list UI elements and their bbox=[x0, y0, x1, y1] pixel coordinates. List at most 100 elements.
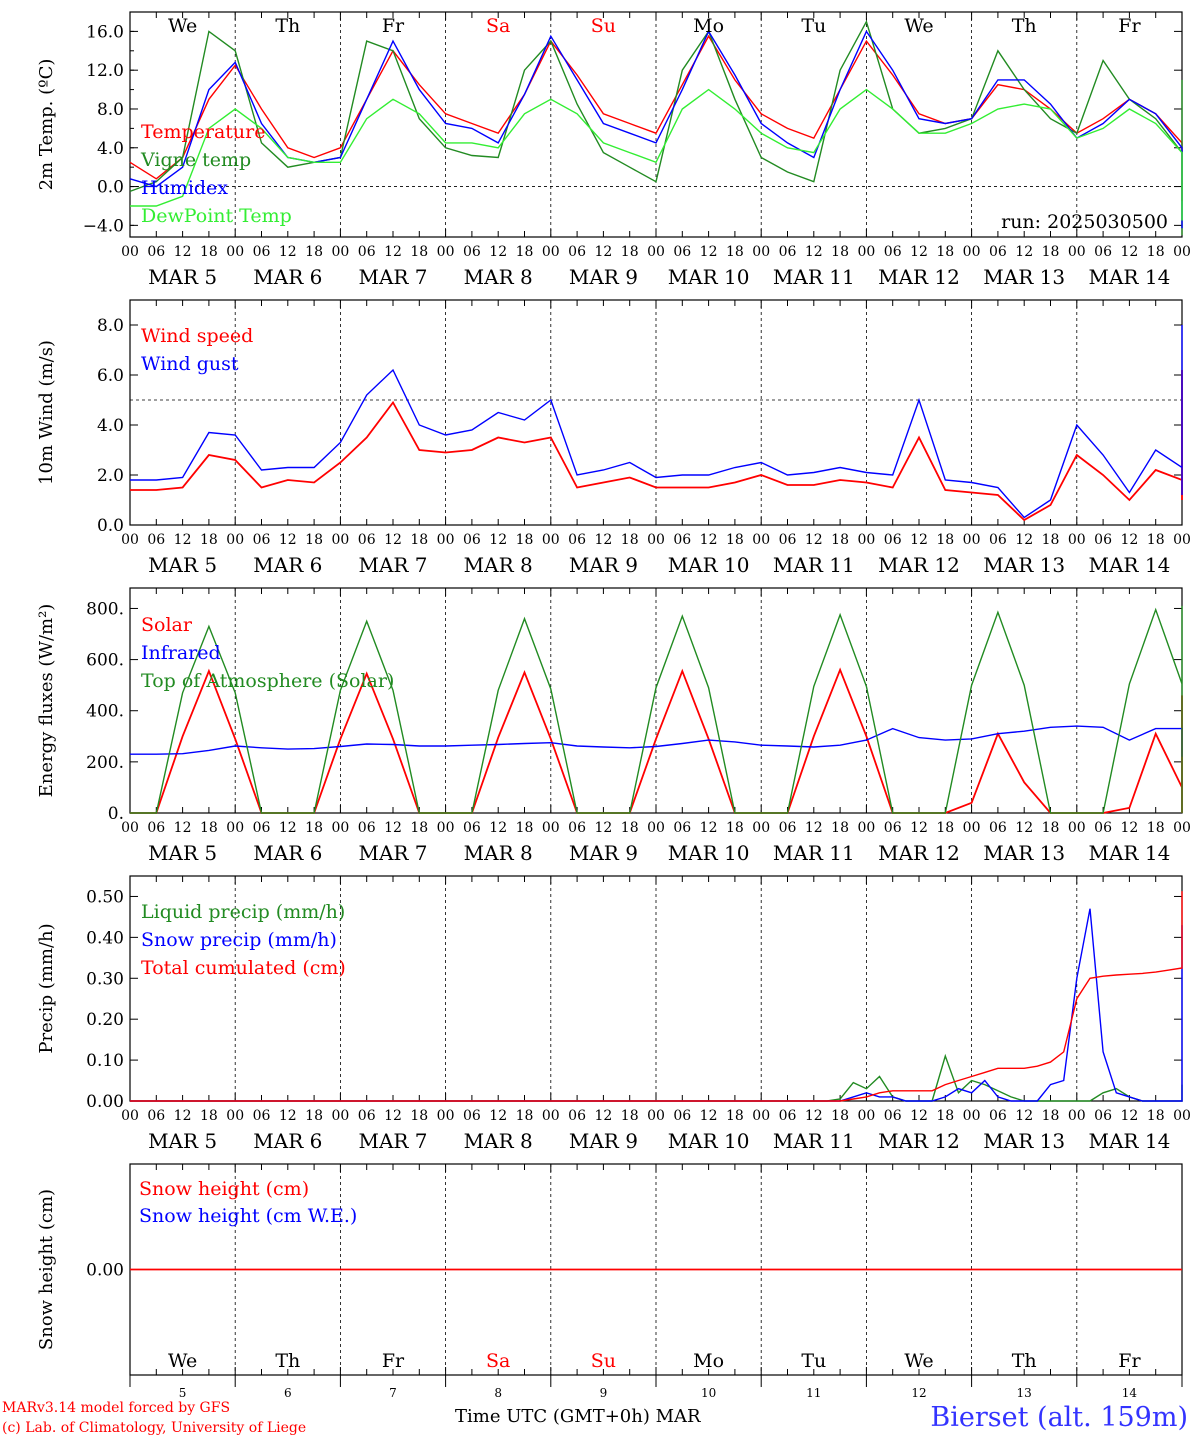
date-label: MAR 13 bbox=[983, 841, 1065, 865]
hour-label: 12 bbox=[1120, 532, 1138, 548]
hour-label: 06 bbox=[884, 244, 902, 260]
day-of-week-label: Sa bbox=[486, 15, 510, 37]
date-label: MAR 11 bbox=[773, 265, 855, 289]
hour-label: 18 bbox=[621, 820, 639, 836]
legend-entry: Total cumulated (cm) bbox=[141, 957, 346, 979]
date-label: MAR 12 bbox=[878, 1129, 960, 1153]
day-of-week-label: Tu bbox=[801, 15, 826, 37]
series-line-dewpoint-temp bbox=[130, 88, 1183, 221]
hour-label: 18 bbox=[200, 532, 218, 548]
hour-label: 18 bbox=[305, 820, 323, 836]
y-tick-label: 0.0 bbox=[97, 178, 124, 198]
legend-entry: Solar bbox=[141, 614, 193, 636]
hour-label: 00 bbox=[1068, 532, 1086, 548]
y-tick-label: 0. bbox=[108, 804, 124, 824]
hour-label: 18 bbox=[516, 1108, 534, 1124]
bottom-day-number: 10 bbox=[701, 1386, 716, 1400]
hour-label: 12 bbox=[279, 532, 297, 548]
hour-label: 18 bbox=[516, 244, 534, 260]
bottom-day-number: 9 bbox=[600, 1386, 608, 1400]
hour-label: 06 bbox=[463, 820, 481, 836]
day-of-week-label: We bbox=[168, 15, 197, 37]
hour-label: 00 bbox=[226, 532, 244, 548]
hour-label: 18 bbox=[410, 532, 428, 548]
hour-label: 00 bbox=[226, 244, 244, 260]
day-of-week-label: Th bbox=[1012, 1350, 1037, 1372]
hour-label: 00 bbox=[121, 532, 139, 548]
legend-entry: Wind gust bbox=[141, 353, 239, 375]
legend-entry: Humidex bbox=[141, 177, 228, 199]
date-label: MAR 12 bbox=[878, 553, 960, 577]
hour-label: 00 bbox=[121, 244, 139, 260]
hour-label: 06 bbox=[463, 532, 481, 548]
panel-frame bbox=[129, 299, 1183, 526]
run-label: run: 2025030500 bbox=[1001, 211, 1168, 233]
hour-label: 06 bbox=[358, 1108, 376, 1124]
hour-label: 06 bbox=[673, 1108, 691, 1124]
hour-label: 00 bbox=[647, 532, 665, 548]
hour-label: 06 bbox=[253, 1108, 271, 1124]
date-label: MAR 6 bbox=[253, 265, 322, 289]
y-tick-label: 200. bbox=[86, 753, 124, 773]
y-axis-label: Precip (mm/h) bbox=[36, 923, 57, 1053]
hour-label: 18 bbox=[516, 532, 534, 548]
date-label: MAR 10 bbox=[668, 1129, 750, 1153]
hour-label: 12 bbox=[700, 1108, 718, 1124]
hour-label: 18 bbox=[305, 532, 323, 548]
hour-label: 12 bbox=[805, 532, 823, 548]
hour-label: 00 bbox=[331, 1108, 349, 1124]
hour-label: 12 bbox=[910, 244, 928, 260]
hour-label: 06 bbox=[989, 244, 1007, 260]
hour-label: 18 bbox=[726, 244, 744, 260]
hour-label: 18 bbox=[410, 1108, 428, 1124]
hour-label: 12 bbox=[174, 532, 192, 548]
hour-label: 12 bbox=[279, 244, 297, 260]
date-label: MAR 10 bbox=[668, 841, 750, 865]
y-tick-label: 600. bbox=[86, 651, 124, 671]
date-label: MAR 9 bbox=[569, 265, 638, 289]
hour-label: 18 bbox=[305, 1108, 323, 1124]
day-of-week-label: Th bbox=[1012, 15, 1037, 37]
date-label: MAR 14 bbox=[1089, 1129, 1171, 1153]
hour-label: 12 bbox=[174, 820, 192, 836]
hour-label: 06 bbox=[779, 244, 797, 260]
hour-label: 00 bbox=[437, 820, 455, 836]
hour-label: 06 bbox=[989, 532, 1007, 548]
hour-label: 12 bbox=[1120, 820, 1138, 836]
hour-label: 00 bbox=[437, 532, 455, 548]
hour-label: 06 bbox=[463, 1108, 481, 1124]
y-axis-label: 2m Temp. (ºC) bbox=[36, 59, 57, 191]
hour-label: 12 bbox=[1015, 1108, 1033, 1124]
hour-label: 00 bbox=[331, 820, 349, 836]
day-of-week-label: We bbox=[904, 1350, 933, 1372]
hour-label: 00 bbox=[1173, 244, 1191, 260]
date-label: MAR 12 bbox=[878, 265, 960, 289]
y-tick-label: 4.0 bbox=[97, 416, 124, 436]
hour-label: 00 bbox=[226, 1108, 244, 1124]
date-label: MAR 14 bbox=[1089, 841, 1171, 865]
y-tick-label: 0.50 bbox=[86, 887, 124, 907]
date-label: MAR 5 bbox=[148, 265, 217, 289]
hour-label: 00 bbox=[1068, 820, 1086, 836]
bottom-day-number: 12 bbox=[911, 1386, 926, 1400]
legend-entry: Snow height (cm W.E.) bbox=[139, 1205, 357, 1227]
hour-label: 12 bbox=[489, 532, 507, 548]
hour-label: 00 bbox=[542, 1108, 560, 1124]
date-label: MAR 6 bbox=[253, 553, 322, 577]
date-label: MAR 8 bbox=[464, 553, 533, 577]
hour-label: 00 bbox=[437, 1108, 455, 1124]
hour-label: 06 bbox=[568, 820, 586, 836]
legend-entry: Top of Atmosphere (Solar) bbox=[141, 670, 394, 692]
hour-label: 18 bbox=[831, 532, 849, 548]
y-tick-label: 0.00 bbox=[86, 1092, 124, 1112]
hour-label: 12 bbox=[279, 820, 297, 836]
hour-label: 00 bbox=[963, 820, 981, 836]
hour-label: 06 bbox=[358, 532, 376, 548]
hour-label: 12 bbox=[489, 244, 507, 260]
hour-label: 18 bbox=[621, 532, 639, 548]
hour-label: 06 bbox=[253, 820, 271, 836]
hour-label: 00 bbox=[1068, 1108, 1086, 1124]
y-tick-label: 12.0 bbox=[86, 61, 124, 81]
y-tick-label: 400. bbox=[86, 702, 124, 722]
hour-label: 18 bbox=[1042, 244, 1060, 260]
